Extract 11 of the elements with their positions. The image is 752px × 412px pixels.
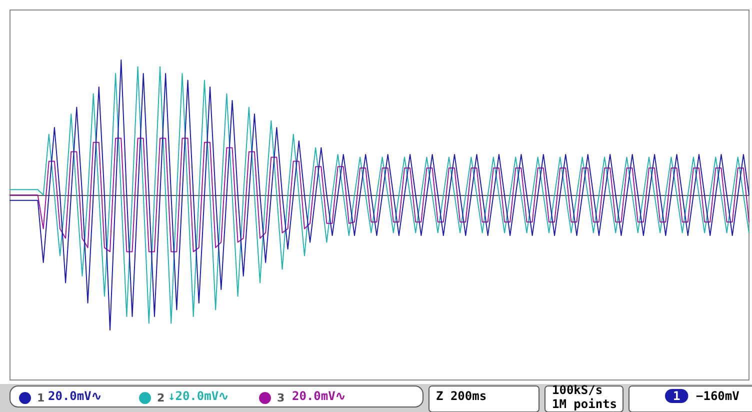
text: ↓20.0mV∿ <box>168 389 229 403</box>
text: 20.0mV∿ <box>292 389 346 403</box>
text: 20.0mV∿ <box>48 389 102 403</box>
text: 1 <box>673 389 680 403</box>
text: −160mV <box>696 389 740 403</box>
text: Z 200ms <box>436 389 487 403</box>
text: 1M points <box>552 397 618 411</box>
legend-label: 2 <box>157 392 165 404</box>
legend-label: 1 <box>37 392 45 404</box>
text: 100kS/s <box>552 383 603 397</box>
legend-label: 3 <box>277 392 285 404</box>
